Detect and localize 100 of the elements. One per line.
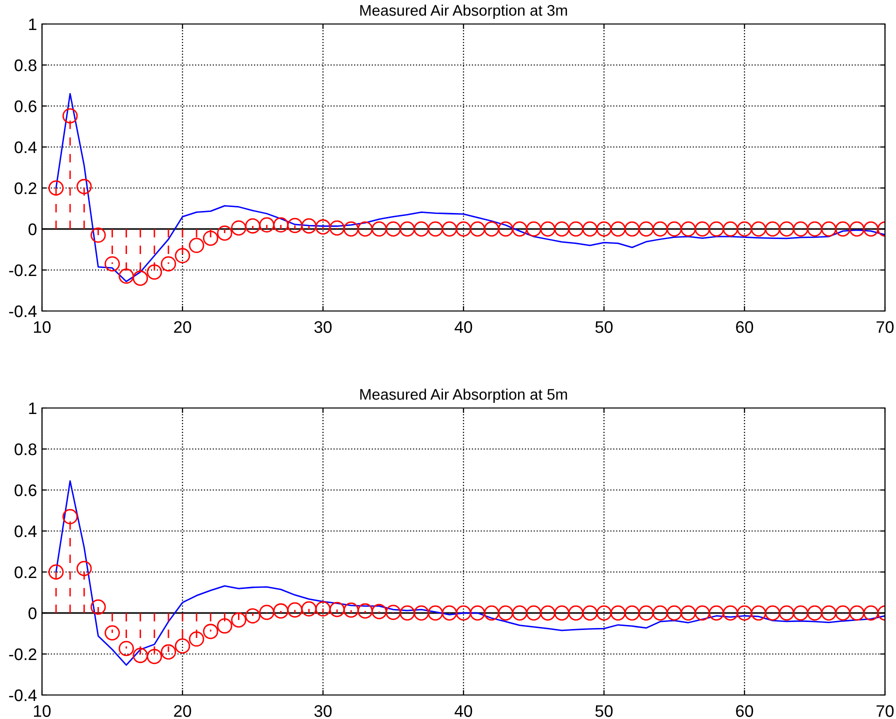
point [764,605,780,621]
point [652,605,668,621]
point [512,221,528,237]
point [245,608,260,624]
point [315,219,331,235]
point [526,605,542,621]
point [807,605,822,621]
point [315,601,331,617]
point [76,178,92,194]
point [231,220,246,236]
point [372,604,387,620]
point [329,602,345,618]
x-tick-label: 60 [736,705,754,717]
point [736,221,752,237]
point [76,560,92,576]
point [245,218,260,234]
y-tick-label: 0.2 [14,566,36,578]
point [708,221,724,237]
point [48,564,64,580]
point [442,221,458,237]
point [414,221,429,237]
point [610,221,626,237]
point [358,603,373,619]
point [470,221,486,237]
x-tick-label: 50 [595,321,613,333]
point [821,221,836,237]
point [343,221,359,237]
point [498,605,514,621]
x-tick-label: 20 [174,705,192,717]
point [694,221,710,237]
point [62,108,78,124]
point [104,625,120,641]
point [414,605,429,621]
y-tick-label: 1 [29,18,36,30]
point [484,221,500,237]
point [568,221,584,237]
point [287,602,303,618]
y-tick-label: -0.4 [9,689,37,702]
point [821,605,836,621]
point [400,605,415,621]
x-tick-label: 40 [454,321,472,333]
point [694,605,710,621]
point [484,605,500,621]
y-tick-label: 1 [29,402,36,414]
y-tick-label: 0.4 [14,141,37,154]
point [231,612,246,628]
point [146,648,162,664]
y-tick-label: 0.4 [14,525,37,538]
point [638,605,654,621]
point [160,256,176,272]
point [202,230,218,246]
point [793,221,808,237]
point [666,605,682,621]
chart-title: Measured Air Absorption at 3m [360,4,567,19]
chart-title: Measured Air Absorption at 5m [360,388,567,403]
y-tick-label: 0.8 [14,59,36,72]
point [722,221,738,237]
point [750,605,766,621]
y-tick-label: -0.4 [9,305,37,318]
point [62,509,78,524]
point [386,604,401,620]
point [174,248,190,264]
point [624,605,640,621]
point [442,605,458,621]
point [863,605,879,621]
point [259,604,274,620]
point [582,605,598,621]
point [104,256,120,272]
y-tick-label: 0 [28,607,36,620]
point [554,221,570,237]
point [400,221,415,237]
point [132,270,148,286]
point [652,221,668,237]
point [259,217,274,233]
y-tick-label: 0.6 [14,100,36,112]
point [582,221,598,237]
point [90,228,106,243]
point [793,605,808,621]
point [160,644,176,660]
point [202,624,218,640]
point [48,180,64,196]
x-tick-label: 10 [34,705,51,717]
point [372,221,387,237]
point [779,221,794,237]
x-tick-label: 30 [314,321,332,333]
point [428,221,444,237]
point [386,221,401,237]
point [188,631,204,647]
point [596,605,612,621]
point [835,221,850,237]
y-tick-label: 0.8 [14,443,36,456]
point [610,605,626,621]
x-tick-label: 60 [736,321,754,333]
point [750,221,766,237]
point [807,221,822,237]
point [118,640,134,656]
point [343,602,359,618]
point [863,221,879,237]
point [273,603,288,619]
point [188,238,204,254]
